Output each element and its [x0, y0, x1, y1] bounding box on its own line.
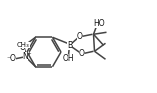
Text: O: O: [78, 49, 84, 58]
Text: O: O: [20, 43, 25, 52]
Text: OH: OH: [63, 54, 74, 63]
Text: ⁻O: ⁻O: [7, 54, 16, 63]
Text: B: B: [67, 41, 72, 50]
Text: HO: HO: [94, 19, 105, 28]
Text: +: +: [26, 51, 31, 56]
Text: CH₃: CH₃: [17, 42, 30, 48]
Text: O: O: [77, 32, 82, 41]
Text: N: N: [23, 52, 28, 61]
